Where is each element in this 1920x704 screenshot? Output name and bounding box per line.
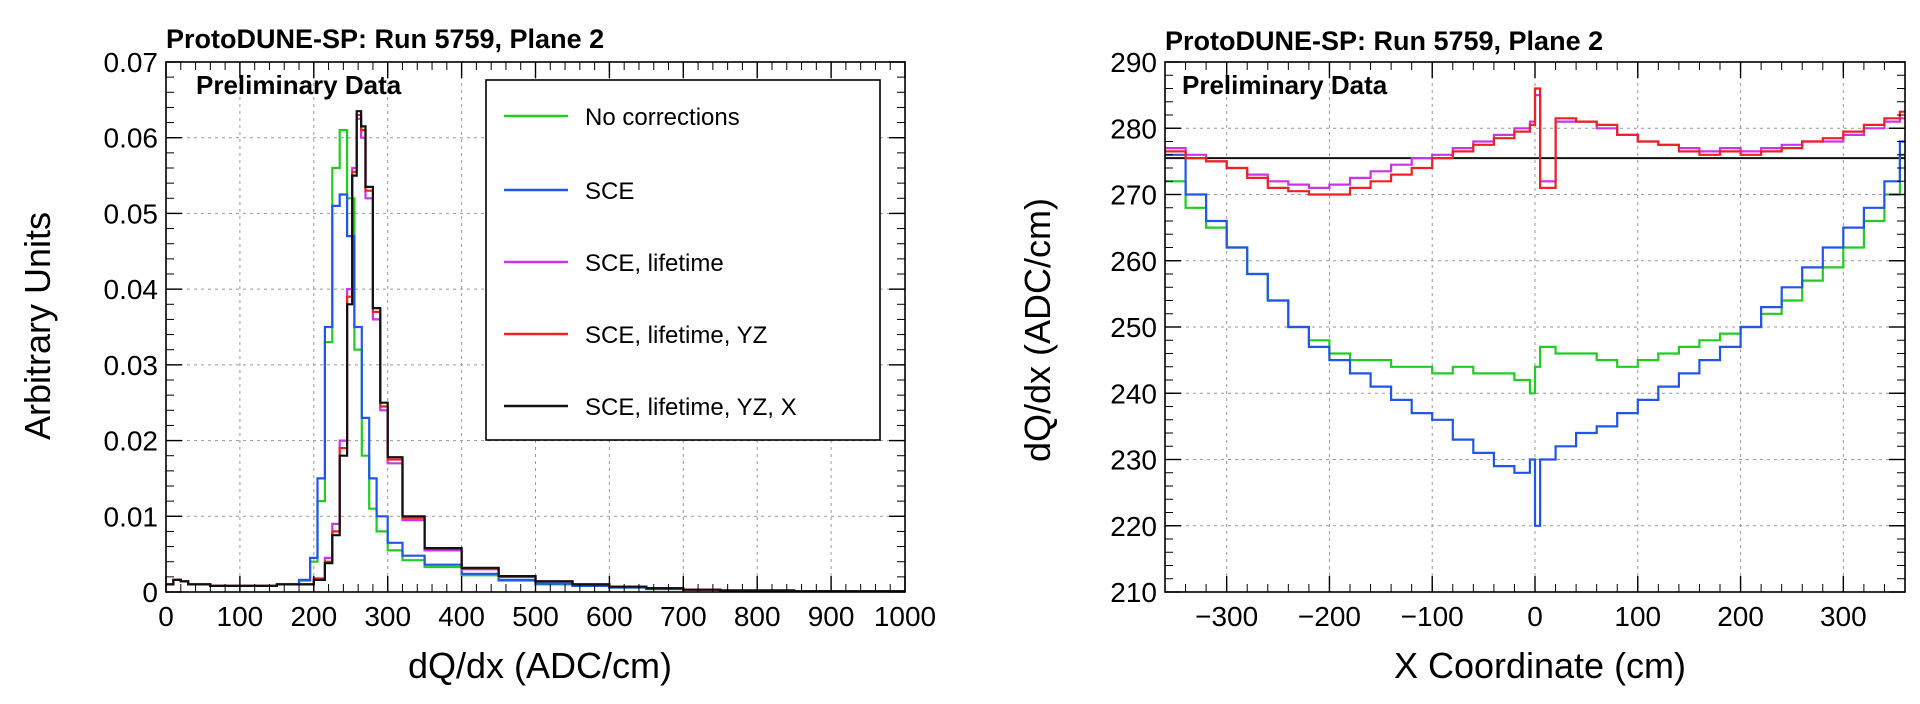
- x-tick-label: 400: [438, 601, 485, 632]
- x-tick-label: 300: [1820, 601, 1867, 632]
- y-tick-label: 280: [1110, 113, 1157, 144]
- series-line-series-3: [1165, 87, 1905, 196]
- left-tick-marks: [165, 61, 906, 593]
- left-chart-title: ProtoDUNE-SP: Run 5759, Plane 2: [166, 24, 604, 54]
- y-tick-label: 210: [1110, 577, 1157, 608]
- right-chart: −300 −200 −100 0 100 200 300 210 220 230 240 250 26…: [1017, 26, 1906, 686]
- y-tick-label: 0.06: [104, 123, 159, 154]
- left-y-tick-labels: 0 0.01 0.02 0.03 0.04 0.05 0.06 0.07: [104, 47, 159, 608]
- x-tick-label: 100: [1614, 601, 1661, 632]
- right-y-axis-label: dQ/dx (ADC/cm): [1017, 198, 1058, 462]
- x-tick-label: 200: [290, 601, 337, 632]
- legend-label-sce-lifetime: SCE, lifetime: [585, 250, 724, 277]
- right-chart-title: ProtoDUNE-SP: Run 5759, Plane 2: [1165, 26, 1603, 56]
- legend-entry-sce: SCE: [504, 178, 634, 205]
- left-chart-subtitle: Preliminary Data: [196, 70, 402, 100]
- right-chart-subtitle: Preliminary Data: [1182, 70, 1388, 100]
- x-tick-label: 1000: [874, 601, 936, 632]
- x-tick-label: 800: [734, 601, 781, 632]
- left-x-axis-label: dQ/dx (ADC/cm): [408, 645, 672, 686]
- y-tick-label: 0.05: [104, 198, 159, 229]
- y-tick-label: 0.01: [104, 501, 159, 532]
- x-tick-label: −200: [1298, 601, 1361, 632]
- legend-label-sce-lifetime-yz: SCE, lifetime, YZ: [585, 322, 767, 349]
- y-tick-label: 230: [1110, 445, 1157, 476]
- x-tick-label: 100: [217, 601, 264, 632]
- y-tick-label: 270: [1110, 180, 1157, 211]
- right-gridlines: [1165, 62, 1905, 592]
- x-tick-label: 700: [660, 601, 707, 632]
- x-tick-label: −300: [1195, 601, 1258, 632]
- left-x-tick-labels: 0 100 200 300 400 500 600 700 800 900 1000: [158, 601, 936, 632]
- legend-entry-sce-lifetime: SCE, lifetime: [504, 250, 724, 277]
- x-tick-label: −100: [1401, 601, 1464, 632]
- right-tick-marks: [1164, 61, 1906, 593]
- right-x-axis-label: X Coordinate (cm): [1394, 645, 1686, 686]
- right-x-tick-labels: −300 −200 −100 0 100 200 300: [1195, 601, 1867, 632]
- y-tick-label: 0.07: [104, 47, 159, 78]
- series-line-sce-lifetime-yz-x: [166, 110, 905, 593]
- legend-box: [485, 79, 881, 441]
- left-series-group: [166, 110, 905, 593]
- y-tick-label: 0.03: [104, 350, 159, 381]
- y-tick-label: 0: [142, 577, 158, 608]
- x-tick-label: 600: [586, 601, 633, 632]
- legend-label-sce-lifetime-yz-x: SCE, lifetime, YZ, X: [585, 394, 797, 421]
- legend-entry-sce-lifetime-yz-x: SCE, lifetime, YZ, X: [504, 394, 797, 421]
- right-y-tick-labels: 210 220 230 240 250 260 270 280 290: [1110, 47, 1157, 608]
- left-legend: No corrections SCE SCE, lifetime SCE, li…: [485, 79, 881, 441]
- right-series-group: [1165, 87, 1905, 527]
- y-tick-label: 240: [1110, 378, 1157, 409]
- x-tick-label: 300: [364, 601, 411, 632]
- x-tick-label: 0: [158, 601, 174, 632]
- x-tick-label: 200: [1717, 601, 1764, 632]
- x-tick-label: 0: [1527, 601, 1543, 632]
- legend-entry-sce-lifetime-yz: SCE, lifetime, YZ: [504, 322, 767, 349]
- y-tick-label: 290: [1110, 47, 1157, 78]
- legend-label-sce: SCE: [585, 178, 634, 205]
- x-tick-label: 500: [512, 601, 559, 632]
- y-tick-label: 0.04: [104, 274, 159, 305]
- y-tick-label: 260: [1110, 246, 1157, 277]
- x-tick-label: 900: [808, 601, 855, 632]
- series-line-series-1: [1165, 140, 1905, 527]
- legend-entry-no-corrections: No corrections: [504, 104, 740, 131]
- legend-label-no-corrections: No corrections: [585, 104, 740, 131]
- y-tick-label: 0.02: [104, 426, 159, 457]
- y-tick-label: 250: [1110, 312, 1157, 343]
- y-tick-label: 220: [1110, 511, 1157, 542]
- left-y-axis-label: Arbitrary Units: [17, 212, 58, 440]
- left-chart: 0 100 200 300 400 500 600 700 800 900 1000 0 0.01 0.…: [17, 24, 936, 686]
